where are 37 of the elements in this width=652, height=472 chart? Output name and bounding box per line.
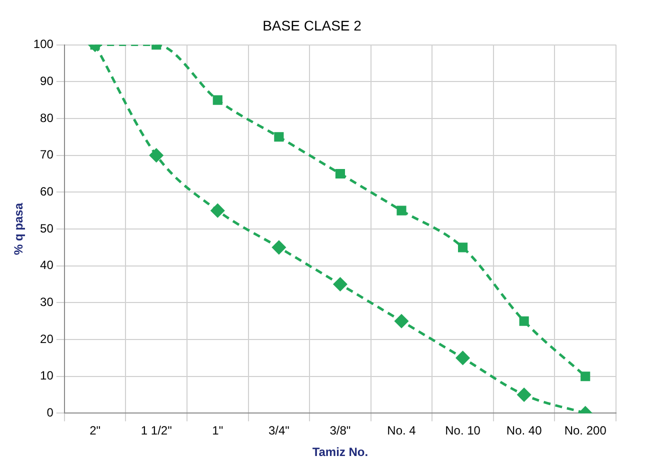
x-tick-label: 2" [90,424,101,438]
y-tick-label: 90 [40,74,54,88]
x-tick-label: No. 200 [564,424,607,438]
x-axis-title: Tamiz No. [312,445,368,460]
point [272,240,286,254]
point [458,242,468,252]
x-tick-label: 1" [212,424,224,438]
point [333,278,347,292]
y-tick-label: 0 [46,406,54,420]
x-tick-label: 3/4" [268,424,290,438]
x-tick-label: 3/8" [330,424,351,438]
x-tick-label: No. 4 [387,424,416,438]
x-tick-label: No. 40 [506,424,542,438]
y-tick-label: 100 [33,37,54,52]
y-tick-label: 10 [40,368,54,383]
x-tick-label: 1 1/2" [140,424,172,438]
chart-title: BASE CLASE 2 [262,17,362,34]
point [212,95,222,105]
point [394,314,408,328]
y-tick-label: 40 [40,258,54,272]
y-tick-label: 30 [40,294,54,309]
point [517,388,531,402]
y-tick-label: 20 [40,332,54,346]
y-axis-title: % q pasa [12,202,26,256]
point [580,372,590,382]
y-tick-label: 60 [40,184,54,198]
point [150,148,164,162]
point [210,204,224,218]
y-tick-label: 80 [40,110,54,125]
point [274,132,284,142]
point [519,316,529,326]
x-tick-label: No. 10 [445,424,481,438]
point [396,206,406,216]
y-tick-label: 70 [40,148,54,162]
point [335,168,345,179]
point [456,351,470,365]
y-tick-label: 50 [40,221,54,236]
